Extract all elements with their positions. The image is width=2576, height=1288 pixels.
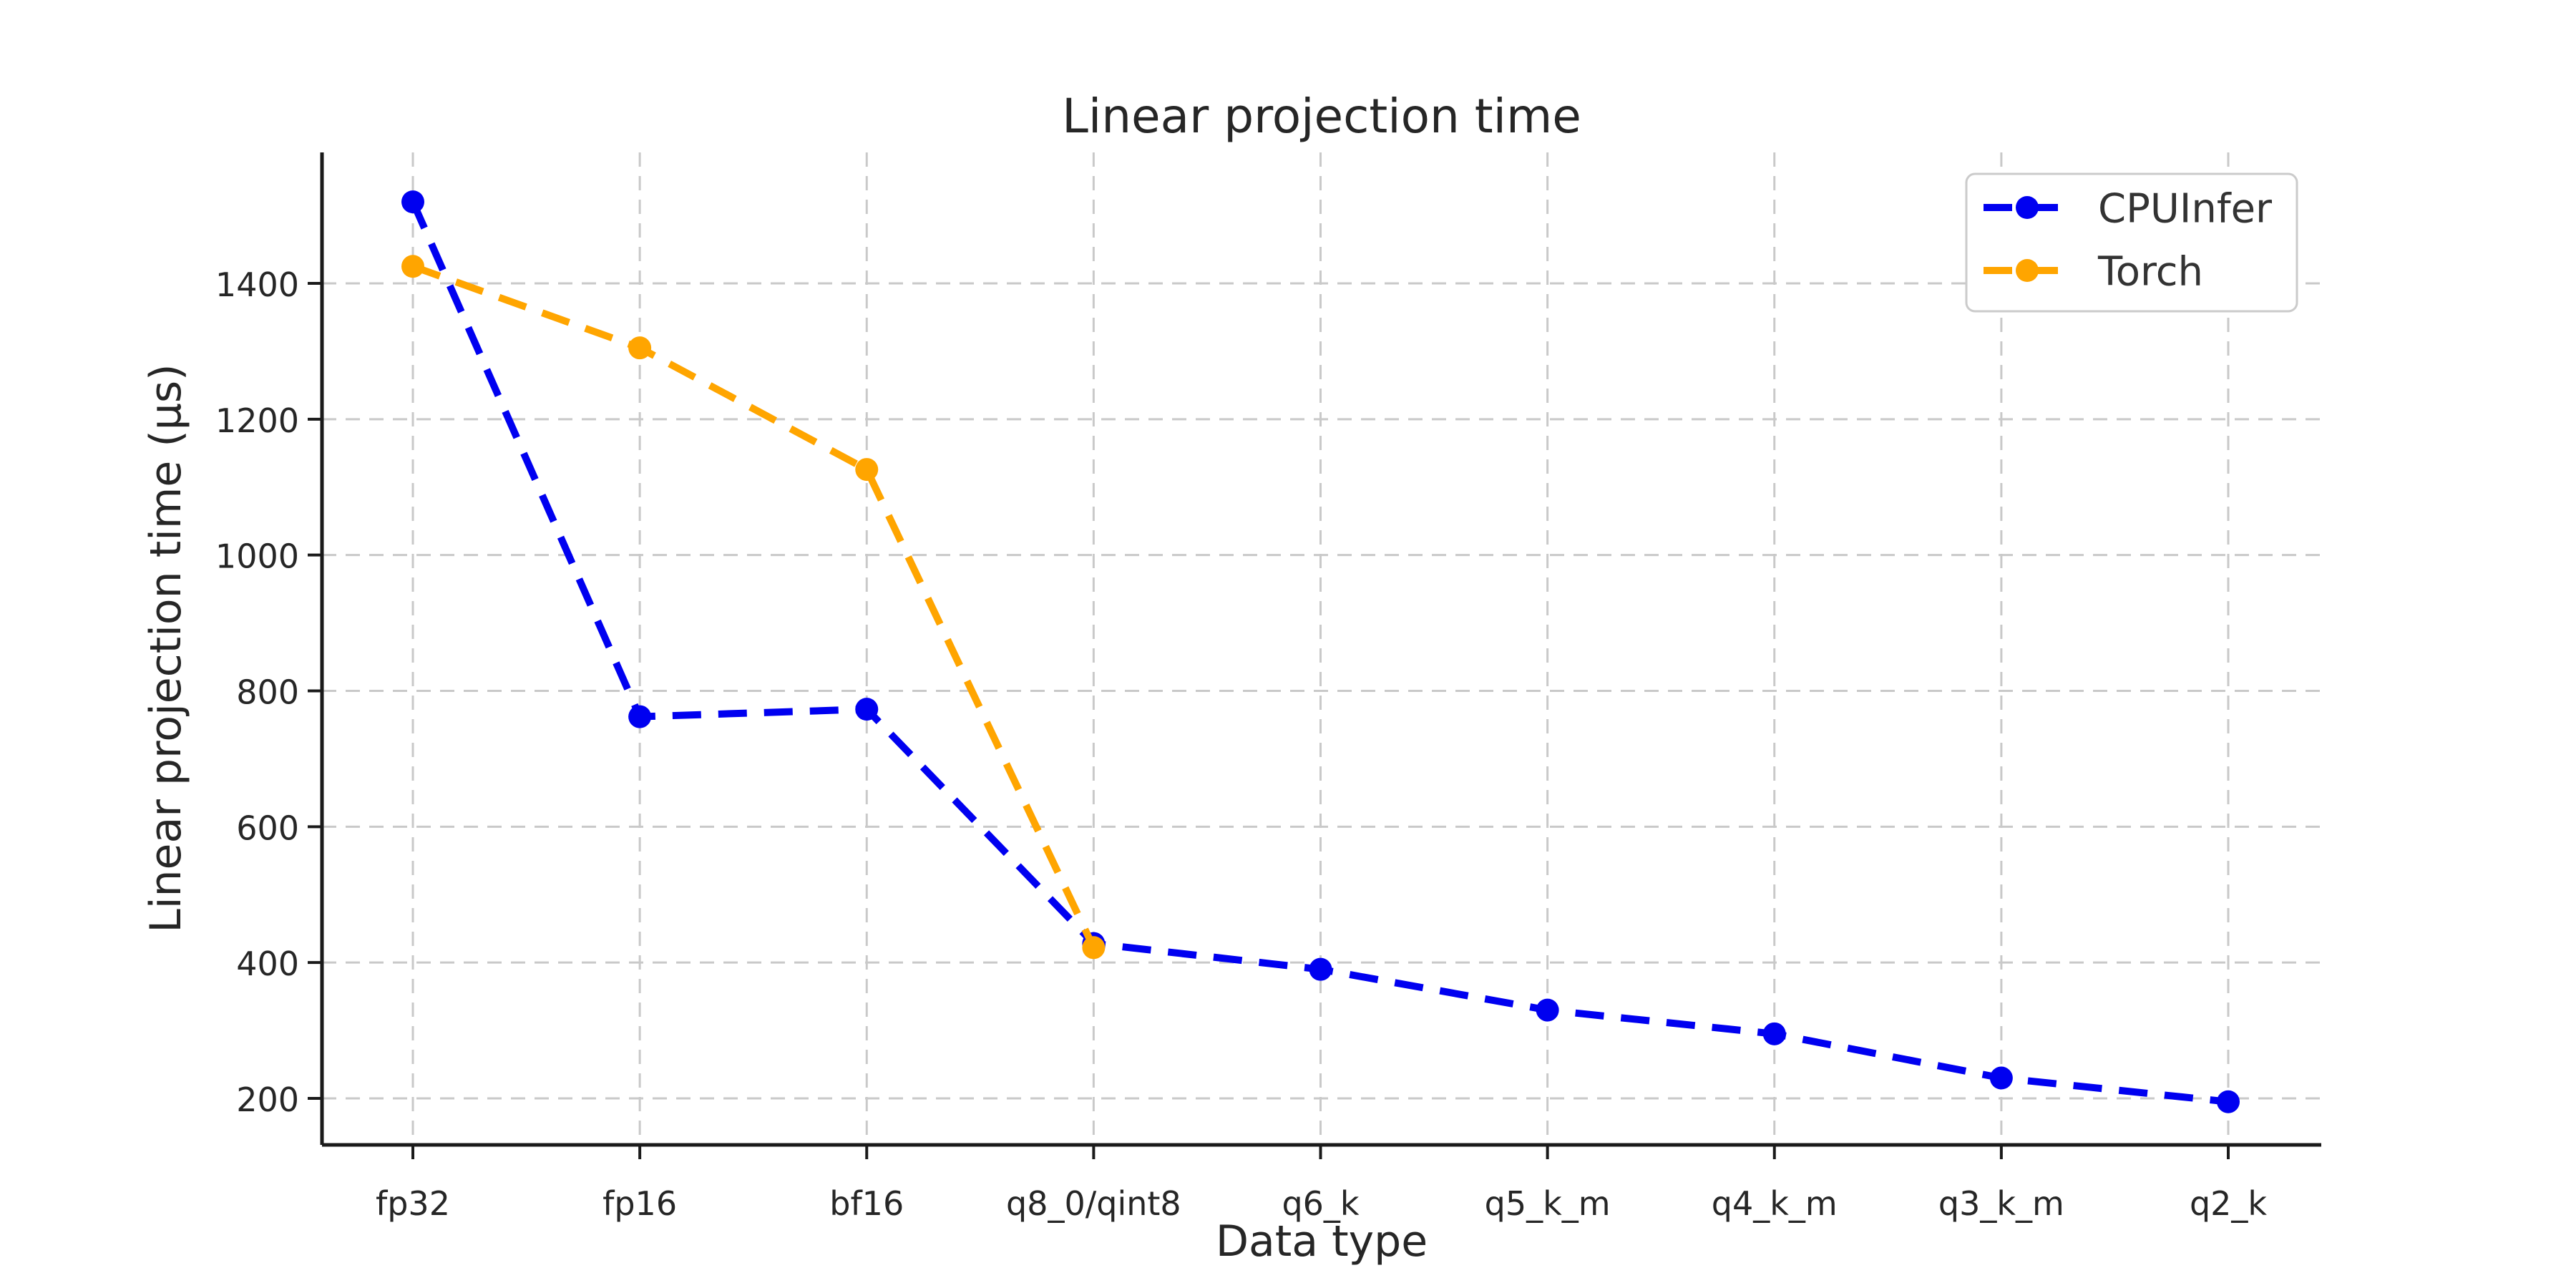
y-tick-label: 800 xyxy=(236,673,299,712)
legend-label-cpuinfer: CPUInfer xyxy=(2098,186,2273,233)
data-point-marker-cpuinfer xyxy=(1762,1022,1786,1045)
data-point-marker-cpuinfer xyxy=(855,698,879,721)
y-tick-label: 400 xyxy=(236,945,299,983)
y-tick-label: 1000 xyxy=(215,537,299,576)
legend-label-torch: Torch xyxy=(2097,249,2203,296)
legend-item-torch: Torch xyxy=(1984,249,2203,296)
chart-title: Linear projection time xyxy=(1062,89,1581,144)
x-axis-title: Data type xyxy=(1216,1216,1428,1267)
legend-marker-torch xyxy=(2016,259,2039,282)
legend-item-cpuinfer: CPUInfer xyxy=(1984,186,2273,233)
grid-layer xyxy=(322,152,2321,1145)
series-line-torch xyxy=(411,263,1097,950)
x-tick-label: fp32 xyxy=(376,1184,450,1223)
data-point-marker-cpuinfer xyxy=(1536,998,1559,1022)
y-tick-label: 200 xyxy=(236,1080,299,1119)
y-tick-label: 600 xyxy=(236,809,299,847)
x-tick-label: q2_k xyxy=(2190,1184,2267,1223)
x-tick-label: fp16 xyxy=(602,1184,677,1223)
x-tick-label: bf16 xyxy=(829,1184,904,1223)
y-tick-label: 1400 xyxy=(215,265,299,304)
series-layer xyxy=(401,190,2240,1113)
x-tick-label: q6_k xyxy=(1282,1184,1359,1223)
data-point-marker-cpuinfer xyxy=(628,705,652,728)
data-point-marker-torch xyxy=(401,255,424,278)
legend-marker-cpuinfer xyxy=(2016,196,2039,219)
x-tick-label: q5_k_m xyxy=(1485,1184,1611,1223)
y-axis-title: Linear projection time (μs) xyxy=(141,364,191,932)
x-tick-label: q3_k_m xyxy=(1938,1184,2064,1223)
data-point-marker-cpuinfer xyxy=(2217,1090,2240,1113)
data-point-marker-torch xyxy=(855,458,879,482)
x-tick-label: q4_k_m xyxy=(1712,1184,1838,1223)
x-tick-label: q8_0/qint8 xyxy=(1006,1184,1181,1223)
data-point-marker-torch xyxy=(1082,936,1106,960)
data-point-marker-cpuinfer xyxy=(1309,957,1332,981)
legend: CPUInfer Torch xyxy=(1965,172,2298,313)
data-point-marker-torch xyxy=(628,336,652,360)
y-tick-label: 1200 xyxy=(215,401,299,440)
axis-layer: 200 400 600 800 1000 1200 1400 fp32 fp16 bf16 q8_0… xyxy=(215,152,2321,1223)
data-point-marker-cpuinfer xyxy=(401,190,424,214)
data-point-marker-cpuinfer xyxy=(1989,1066,2013,1090)
